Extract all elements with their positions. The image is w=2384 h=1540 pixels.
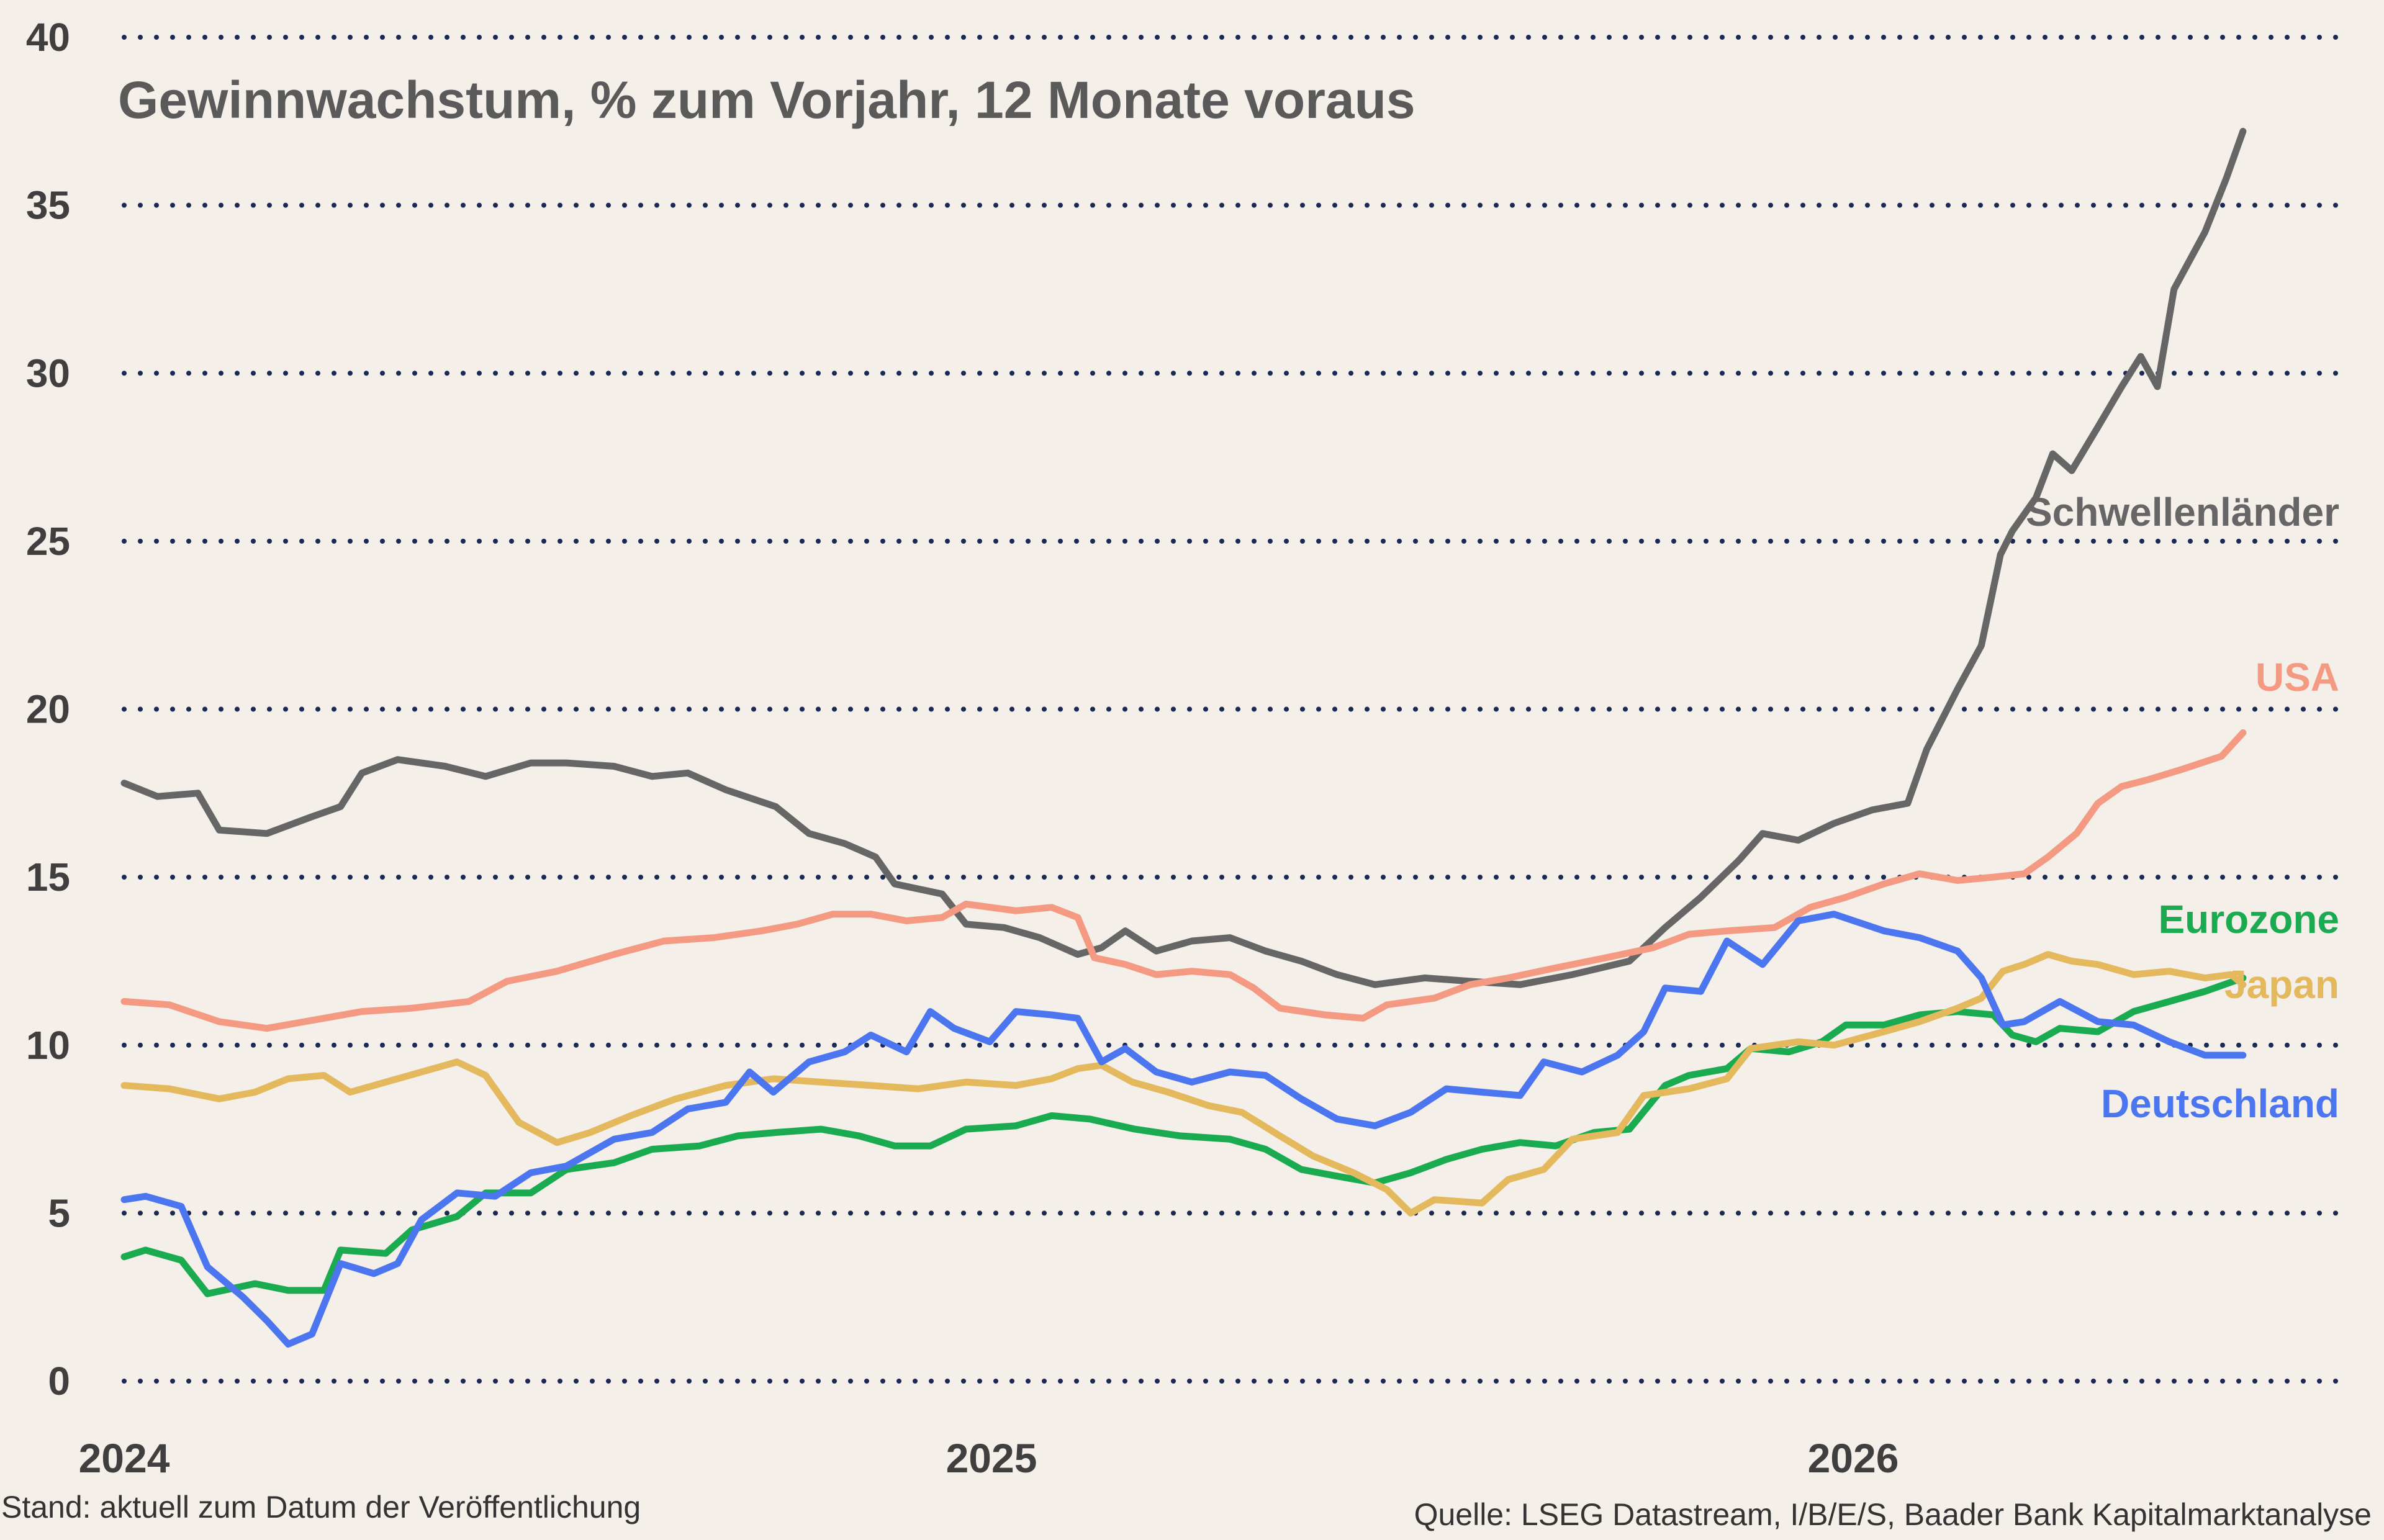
y-tick-label: 40 — [26, 15, 70, 60]
series-line-eurozone — [120, 975, 2247, 1297]
series-label: Deutschland — [2101, 1081, 2339, 1126]
y-tick-label: 30 — [26, 351, 70, 395]
x-tick-label: 2026 — [1808, 1435, 1899, 1481]
series-label: Schwellenländer — [2026, 490, 2339, 534]
x-tick-label: 2025 — [946, 1435, 1037, 1481]
y-tick-label: 20 — [26, 687, 70, 732]
y-tick-label: 25 — [26, 519, 70, 564]
gridlines — [122, 35, 2349, 1384]
x-axis-ticks: 2024 2025 2026 — [79, 1435, 1899, 1481]
y-tick-label: 15 — [26, 855, 70, 899]
x-tick-label: 2024 — [79, 1435, 170, 1481]
series-line-japan — [120, 951, 2247, 1217]
y-tick-label: 5 — [48, 1191, 70, 1235]
series-line-usa — [120, 729, 2247, 1032]
series-lines — [120, 128, 2247, 1348]
series-label: Eurozone — [2158, 897, 2339, 942]
series-line-deutschland — [120, 911, 2247, 1348]
y-tick-label: 10 — [26, 1023, 70, 1068]
series-line-schwellenlnder — [120, 128, 2247, 988]
chart-title: Gewinnwachstum, % zum Vorjahr, 12 Monate… — [118, 71, 1416, 129]
series-label: USA — [2255, 655, 2339, 700]
footnote-quelle: Quelle: LSEG Datastream, I/B/E/S, Baader… — [1414, 1497, 2372, 1532]
series-labels: Schwellenländer USA Eurozone Japan Deutschla… — [2026, 490, 2339, 1126]
y-tick-label: 35 — [26, 183, 70, 228]
y-tick-label: 0 — [48, 1359, 70, 1403]
y-axis-ticks: 0 5 10 15 20 25 30 35 40 — [26, 15, 70, 1403]
series-label: Japan — [2224, 962, 2339, 1007]
footnote-stand: Stand: aktuell zum Datum der Veröffentli… — [1, 1490, 641, 1524]
